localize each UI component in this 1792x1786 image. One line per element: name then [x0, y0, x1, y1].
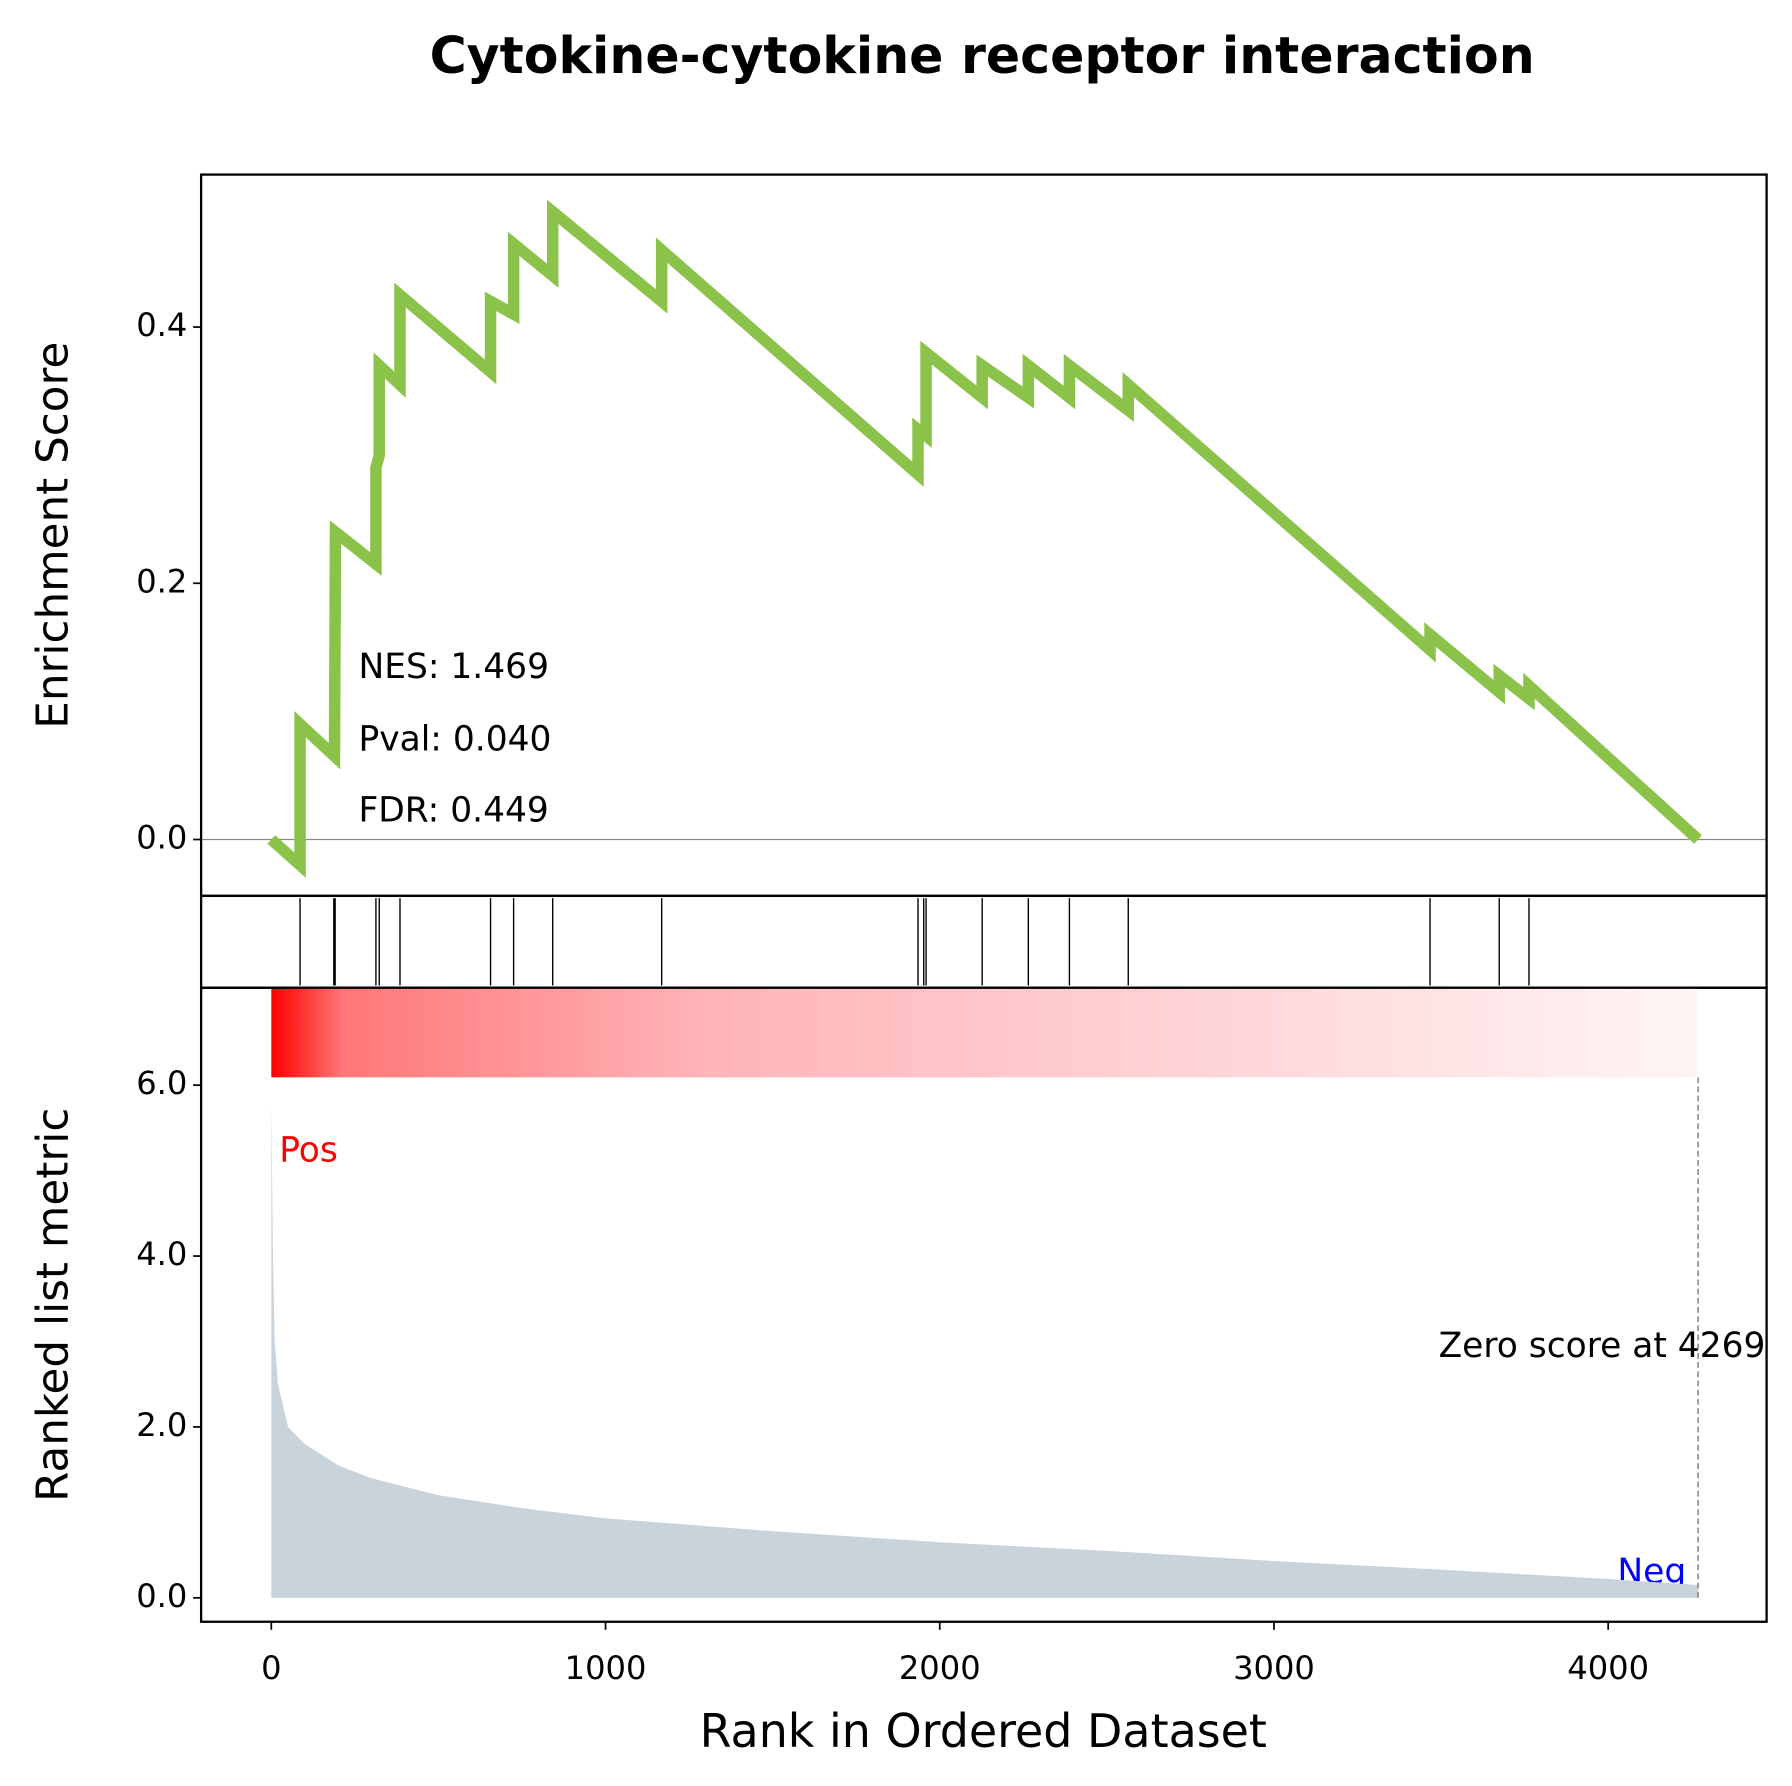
x-axis-label: Rank in Ordered Dataset — [700, 1704, 1267, 1758]
x-tick-label: 4000 — [1567, 1649, 1649, 1687]
x-tick-label: 2000 — [899, 1649, 981, 1687]
es-line — [267, 199, 1702, 878]
y-tick-label: 0.0 — [136, 819, 187, 857]
y-tick-label: 6.0 — [136, 1064, 187, 1102]
y-tick-label: 4.0 — [136, 1235, 187, 1273]
y-tick-label: 0.0 — [136, 1577, 187, 1615]
colorbar — [271, 987, 1699, 1078]
y-axis-label: Ranked list metric — [27, 1108, 78, 1502]
panel-frame — [199, 986, 1768, 1623]
annotation: NES: 1.469 — [358, 647, 549, 687]
pos-label: Pos — [279, 1130, 338, 1170]
y-tick-label: 0.4 — [136, 306, 187, 344]
chart-title: Cytokine-cytokine receptor interaction — [430, 26, 1535, 85]
x-tick-label: 0 — [261, 1649, 281, 1687]
zero-score-label: Zero score at 4269 — [1439, 1326, 1766, 1366]
x-tick-label: 1000 — [565, 1649, 647, 1687]
y-tick-label: 2.0 — [136, 1406, 187, 1444]
annotation: Pval: 0.040 — [358, 719, 551, 759]
panel-frame — [199, 173, 1768, 898]
x-tick-label: 3000 — [1233, 1649, 1315, 1687]
y-axis-label: Enrichment Score — [27, 342, 78, 729]
metric-area — [271, 1102, 1699, 1598]
y-tick-label: 0.2 — [136, 562, 187, 600]
hits-frame — [199, 894, 1768, 989]
annotation: FDR: 0.449 — [358, 791, 548, 831]
